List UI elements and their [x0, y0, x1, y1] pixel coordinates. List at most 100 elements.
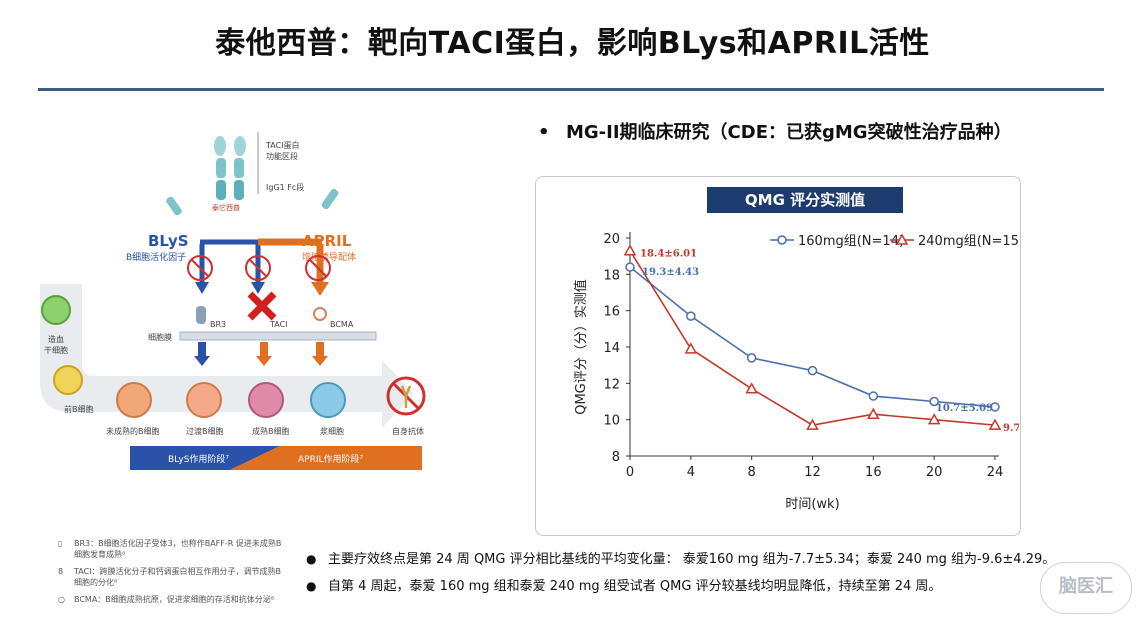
y-tick-label: 20	[603, 232, 620, 247]
x-tick-label: 16	[865, 465, 882, 480]
mature-b-cell-icon	[248, 382, 284, 418]
series-2-point	[867, 407, 880, 419]
y-tick-label: 8	[612, 450, 620, 465]
x-tick-label: 12	[804, 465, 821, 480]
data-label-3: 10.7±5.09	[936, 403, 993, 414]
series-2-point	[988, 418, 1002, 430]
br3-receptor-icon	[196, 306, 206, 324]
y-axis-title: QMG评分（分）实测值	[573, 279, 589, 415]
footnote-taci: 8 TACI：跨膜活化分子和钙调蛋白相互作用分子，调节成熟B细胞的分化⁸	[58, 566, 288, 588]
chart-badge: QMG 评分实测值	[707, 187, 903, 213]
y-tick-label: 16	[603, 305, 620, 320]
bcma-receptor-icon	[313, 307, 327, 321]
legend-marker-2	[895, 233, 909, 245]
bcma-label: BCMA	[330, 320, 354, 329]
finding-item-2: ● 自第 4 周起，泰爱 160 mg 组和泰爱 240 mg 组受试者 QMG …	[306, 573, 1055, 600]
study-heading: • MG-II期临床研究（CDE：已获gMG突破性治疗品种）	[538, 118, 1012, 144]
mechanism-diagram: TACI蛋白 功能区段 IgG1 Fc段 泰它西普 BLyS B细胞活化因子 A…	[40, 132, 426, 470]
plasma-cell-icon	[310, 382, 346, 418]
pre-b-cell-icon	[53, 365, 83, 395]
finding-item-1: ● 主要疗效终点是第 24 周 QMG 评分相比基线的平均变化量： 泰爱160 m…	[306, 546, 1055, 573]
transitional-b-cell-label: 过渡B细胞	[186, 426, 224, 436]
finding-text-2: 自第 4 周起，泰爱 160 mg 组和泰爱 240 mg 组受试者 QMG 评…	[328, 579, 942, 594]
bullet-marker: •	[538, 122, 550, 143]
series-2-point	[806, 418, 819, 430]
x-axis-title: 时间(wk)	[785, 497, 839, 512]
receptor-footnotes: ▯ BR3：B细胞活化因子受体3，也称作BAFF-R 促进未成熟B细胞发育成熟⁸ …	[58, 538, 288, 611]
blys-phase-label: BLyS作用阶段⁷	[168, 453, 229, 465]
drug-label: 泰它西普	[212, 203, 240, 212]
april-phase-label: APRIL作用阶段⁷	[298, 453, 364, 465]
series-2-point	[927, 413, 941, 425]
series-1-point	[625, 262, 635, 272]
y-tick-label: 12	[603, 377, 620, 392]
autoantibody-label: 自身抗体	[392, 426, 424, 436]
x-tick-label: 0	[626, 465, 634, 480]
april-sub-label: 增殖诱导配体	[302, 251, 356, 263]
qmg-line-chart: 8 10 12 14 16 18 20 0 4 8 12 16 20 24 时间(wk) QMG评分（分）实测…	[573, 232, 1019, 512]
x-tick-label: 4	[687, 465, 695, 480]
footnote-taci-text: TACI：跨膜活化分子和钙调蛋白相互作用分子，调节成熟B细胞的分化⁸	[74, 567, 282, 587]
series-1-point	[686, 311, 696, 321]
study-heading-text: MG-II期临床研究（CDE：已获gMG突破性治疗品种）	[566, 122, 1012, 143]
plasma-cell-label: 浆细胞	[320, 426, 344, 436]
taci-domain-label-2: 功能区段	[266, 151, 298, 161]
series-line-1	[629, 266, 996, 408]
igg1-label: IgG1 Fc段	[266, 182, 304, 192]
y-tick-label: 14	[603, 341, 620, 356]
br3-small-icon: ▯	[58, 539, 63, 548]
data-label-4: 9.7±3.58	[1003, 423, 1019, 434]
series-2-point	[745, 382, 758, 394]
membrane-label: 细胞膜	[148, 332, 172, 342]
finding-bullet-2: ●	[306, 579, 317, 593]
drug-molecule-icon	[214, 136, 246, 200]
br3-label: BR3	[210, 320, 226, 329]
legend-label-2: 240mg组(N=15)	[918, 234, 1019, 249]
series-2-point	[684, 342, 698, 354]
data-label-2: 19.3±4.43	[642, 267, 699, 278]
transitional-b-cell-icon	[186, 382, 222, 418]
finding-text-1: 主要疗效终点是第 24 周 QMG 评分相比基线的平均变化量： 泰爱160 mg…	[328, 552, 1056, 567]
x-tick-label: 24	[987, 465, 1004, 480]
series-1-point	[746, 353, 757, 363]
blocked-x-icon	[247, 291, 277, 321]
legend-marker-1	[777, 235, 787, 245]
stem-cell-label: 造血	[48, 334, 64, 344]
findings-list: ● 主要疗效终点是第 24 周 QMG 评分相比基线的平均变化量： 泰爱160 m…	[306, 546, 1055, 600]
x-tick-label: 20	[926, 465, 943, 480]
mature-b-cell-label: 成熟B细胞	[252, 426, 290, 436]
taci-domain-label: TACI蛋白	[265, 140, 300, 150]
y-tick-label: 18	[603, 268, 620, 283]
immature-b-cell-label: 未成熟的B细胞	[106, 426, 160, 436]
taci-small-icon: 8	[58, 567, 64, 576]
stem-cell-label-2: 干细胞	[44, 345, 68, 355]
series-1-point	[868, 391, 879, 401]
pre-b-cell-label: 前B细胞	[64, 404, 94, 414]
x-tick-label: 8	[748, 465, 756, 480]
blys-sub-label: B细胞活化因子	[126, 251, 186, 263]
legend-label-1: 160mg组(N=14)	[798, 234, 904, 249]
y-tick-label: 10	[603, 414, 620, 429]
series-1-point	[807, 365, 818, 376]
footnote-br3-text: BR3：B细胞活化因子受体3，也称作BAFF-R 促进未成熟B细胞发育成熟⁸	[74, 539, 282, 559]
watermark-logo: 脑医汇	[1040, 562, 1132, 614]
slide-title: 泰他西普：靶向TACI蛋白，影响BLys和APRIL活性	[215, 26, 930, 61]
title-divider	[38, 88, 1104, 91]
footnote-bcma: ○ BCMA：B细胞成熟抗原，促进浆细胞的存活和抗体分泌⁸	[58, 594, 288, 605]
data-label-1: 18.4±6.01	[640, 249, 697, 260]
series-1-point	[929, 396, 939, 407]
taci-label: TACI	[269, 320, 288, 329]
series-1-point	[990, 402, 1000, 412]
autoantibody-blocked-icon	[386, 376, 426, 416]
block-circle-3-icon	[305, 255, 331, 281]
bcma-small-icon: ○	[58, 595, 65, 604]
footnote-br3: ▯ BR3：B细胞活化因子受体3，也称作BAFF-R 促进未成熟B细胞发育成熟⁸	[58, 538, 288, 560]
drug-left-icon	[166, 196, 182, 216]
finding-bullet-1: ●	[306, 552, 317, 566]
drug-right-icon	[321, 188, 339, 210]
series-2-point	[623, 244, 637, 256]
blys-label: BLyS	[148, 232, 189, 250]
chart-panel	[535, 176, 1021, 536]
immature-b-cell-icon	[116, 382, 152, 418]
block-circle-1-icon	[187, 255, 213, 281]
